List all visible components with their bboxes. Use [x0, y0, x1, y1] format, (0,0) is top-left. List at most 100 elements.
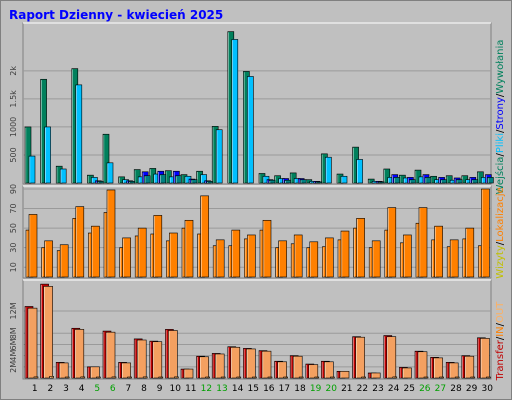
x-tick-label-day-29: 29 — [466, 384, 478, 394]
bar-in-26 — [417, 351, 428, 379]
bar-wywołania-30 — [487, 177, 494, 184]
bar-lokalizacje-16 — [262, 219, 272, 278]
bar-in-1 — [27, 307, 38, 379]
report-title: Raport Dzienny - kwiecień 2025 — [9, 8, 223, 22]
bar-wywołania-23 — [377, 181, 385, 184]
bar-in-23 — [370, 372, 381, 379]
bar-out-13 — [220, 376, 226, 379]
legend-bottom: Transfer/IN/OUT — [495, 301, 506, 382]
bar-in-20 — [324, 361, 334, 379]
bar-lokalizacje-17 — [278, 240, 287, 278]
bar-lokalizacje-18 — [293, 234, 303, 278]
y-tick-label: 30 — [9, 243, 18, 253]
x-tick-label-day-27: 27 — [435, 384, 446, 394]
bar-pliki-12 — [200, 174, 207, 184]
x-tick-label-day-2: 2 — [48, 384, 54, 394]
bar-out-14 — [236, 376, 242, 379]
bar-in-9 — [152, 341, 163, 379]
x-tick-label-day-5: 5 — [94, 384, 100, 394]
y-tick-label: 500 — [9, 147, 18, 162]
bar-lokalizacje-25 — [403, 234, 412, 278]
legend-top-part: Wywołania — [495, 40, 506, 94]
bar-lokalizacje-19 — [309, 241, 319, 278]
bar-in-12 — [199, 356, 209, 379]
bar-out-2 — [49, 376, 54, 379]
bar-in-30 — [480, 338, 490, 379]
bar-wywołania-27 — [440, 179, 447, 184]
bar-in-16 — [261, 350, 272, 379]
bar-pliki-3 — [59, 168, 67, 184]
legend-bottom-part: / — [495, 336, 506, 340]
bar-lokalizacje-8 — [137, 227, 147, 278]
bar-lokalizacje-26 — [418, 207, 428, 278]
bar-pliki-5 — [91, 177, 98, 184]
x-tick-label-day-15: 15 — [247, 384, 258, 394]
x-tick-label-day-16: 16 — [263, 384, 275, 394]
x-tick-label-day-25: 25 — [403, 384, 414, 394]
bar-wywołania-17 — [284, 179, 291, 184]
bar-in-10 — [168, 330, 178, 379]
x-tick-label-day-23: 23 — [372, 384, 383, 394]
bar-wywołania-28 — [455, 179, 463, 184]
bar-lokalizacje-5 — [91, 225, 100, 278]
bar-out-12 — [205, 376, 210, 379]
legend-middle-part: Wizyty — [495, 245, 506, 279]
bar-lokalizacje-9 — [153, 215, 163, 278]
legend-bottom-part: Transfer — [495, 339, 506, 381]
bar-out-17 — [283, 376, 288, 379]
x-tick-label-day-6: 6 — [110, 384, 116, 394]
x-tick-label-day-18: 18 — [294, 384, 306, 394]
visits-panel — [22, 22, 492, 185]
y-tick-label: 90 — [9, 184, 18, 194]
bar-out-6 — [111, 376, 117, 379]
y-tick-label: 2M — [9, 361, 18, 373]
x-tick-label-day-13: 13 — [216, 384, 227, 394]
bar-out-8 — [142, 376, 148, 379]
y-tick-label: 1000 — [9, 117, 18, 137]
visitors-panel — [22, 185, 492, 279]
bar-pliki-21 — [340, 175, 348, 184]
bar-wejścia-1 — [24, 126, 32, 184]
bar-wywołania-7 — [128, 181, 135, 184]
bar-wywołania-12 — [206, 181, 213, 184]
bar-pliki-20 — [325, 156, 332, 184]
bar-wywołania-9 — [159, 174, 167, 184]
bar-lokalizacje-12 — [200, 195, 209, 278]
y-tick-label: 4M — [9, 350, 18, 362]
bar-in-13 — [214, 353, 225, 379]
bar-out-19 — [314, 376, 320, 379]
bar-out-7 — [127, 376, 132, 379]
bar-out-10 — [174, 376, 179, 379]
bar-out-18 — [298, 376, 304, 379]
bar-in-17 — [277, 361, 287, 379]
bar-wejścia-6 — [102, 133, 110, 184]
bar-in-15 — [246, 348, 256, 379]
bar-pliki-22 — [356, 159, 363, 184]
bar-out-20 — [330, 376, 335, 379]
x-tick-label-day-1: 1 — [32, 384, 38, 394]
bar-lokalizacje-6 — [106, 189, 116, 278]
legend-top-part: / — [495, 153, 506, 157]
y-tick-label: 1.5k — [9, 90, 18, 108]
bar-pliki-13 — [215, 129, 223, 184]
x-tick-label-day-8: 8 — [141, 384, 147, 394]
x-tick-label-day-30: 30 — [481, 384, 493, 394]
y-tick-label: 6M — [9, 338, 18, 350]
x-tick-label-day-24: 24 — [388, 384, 400, 394]
bar-in-24 — [386, 336, 397, 379]
y-tick-label: 12M — [9, 302, 18, 319]
legend-top-part: Strony — [495, 97, 506, 130]
bar-wywołania-10 — [175, 175, 182, 184]
x-tick-label-day-28: 28 — [450, 384, 462, 394]
x-tick-label-day-22: 22 — [357, 384, 368, 394]
legend-top-part: Wejścia — [494, 157, 506, 195]
x-tick-label-day-4: 4 — [79, 384, 85, 394]
bar-lokalizacje-24 — [387, 207, 397, 278]
bar-in-19 — [308, 364, 319, 379]
bar-wejścia-8 — [133, 169, 141, 184]
x-tick-label-day-9: 9 — [157, 384, 163, 394]
bar-lokalizacje-11 — [184, 219, 194, 278]
bar-out-4 — [80, 376, 86, 379]
bar-out-29 — [470, 376, 476, 379]
